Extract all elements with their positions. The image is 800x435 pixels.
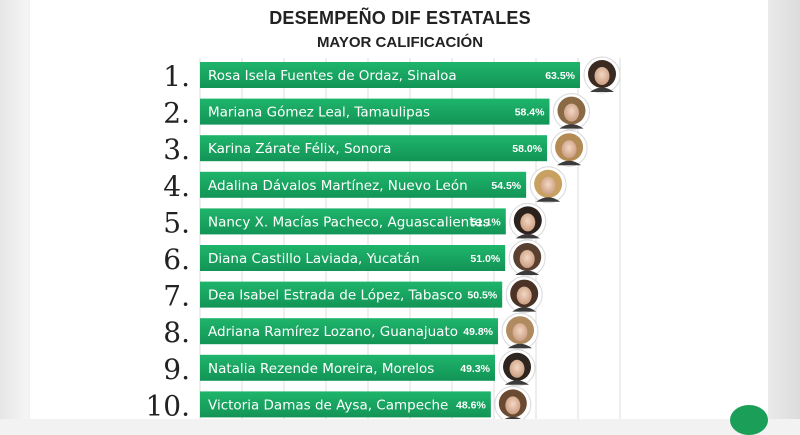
rank-label: 10.	[145, 389, 190, 419]
portrait-photo	[501, 312, 539, 350]
bar-value-label: 54.5%	[491, 180, 521, 192]
bar	[200, 62, 580, 88]
bar-name-label: Diana Castillo Laviada, Yucatán	[208, 251, 420, 267]
rank-label: 3.	[163, 133, 190, 166]
portrait-photo	[505, 276, 543, 314]
bar	[200, 208, 506, 235]
bar	[200, 391, 491, 418]
right-frame	[768, 0, 800, 419]
bar-name-label: Adalina Dávalos Martínez, Nuevo León	[208, 178, 468, 194]
bar-value-label: 58.4%	[515, 107, 545, 119]
portrait-photo	[494, 385, 532, 419]
bar-value-label: 58.0%	[512, 143, 542, 155]
bar	[200, 354, 496, 381]
left-frame	[0, 0, 28, 419]
portrait-photo	[508, 239, 546, 277]
bar-name-label: Natalia Rezende Moreira, Morelos	[208, 361, 434, 377]
portrait-photo	[498, 349, 536, 387]
bar-value-label: 49.8%	[463, 326, 493, 338]
bar	[200, 245, 506, 271]
bar-value-label: 50.5%	[467, 290, 497, 302]
bar	[200, 171, 527, 198]
rank-label: 8.	[163, 316, 190, 349]
bar-name-label: Dea Isabel Estrada de López, Tabasco	[208, 288, 462, 304]
bar-value-label: 51.1%	[471, 216, 501, 228]
portrait-photo	[529, 166, 567, 204]
bar-name-label: Adriana Ramírez Lozano, Guanajuato	[208, 324, 458, 340]
logo-badge	[730, 405, 768, 435]
bar-name-label: Mariana Gómez Leal, Tamaulipas	[208, 105, 430, 121]
bar-name-label: Victoria Damas de Aysa, Campeche	[208, 397, 448, 413]
bar-name-label: Rosa Isela Fuentes de Ordaz, Sinaloa	[208, 68, 457, 84]
chart-title: DESEMPEÑO DIF ESTATALES	[269, 8, 531, 28]
portrait-photo	[550, 129, 588, 167]
rank-label: 6.	[163, 243, 190, 276]
rank-label: 9.	[163, 353, 190, 386]
chart-subtitle: MAYOR CALIFICACIÓN	[316, 34, 484, 51]
bar-value-label: 63.5%	[545, 70, 575, 82]
bar	[200, 318, 499, 345]
bar	[200, 98, 550, 125]
portrait-photo	[552, 93, 590, 131]
bar-value-label: 49.3%	[460, 363, 490, 375]
rank-label: 5.	[163, 206, 190, 239]
rank-label: 4.	[163, 170, 190, 203]
bar-chart: 1. Rosa Isela Fuentes de Ordaz, Sinaloa 63…	[145, 56, 621, 419]
portrait-photo	[583, 56, 621, 94]
bar-value-label: 51.0%	[470, 253, 500, 265]
rank-label: 2.	[163, 97, 190, 130]
bar-name-label: Karina Zárate Félix, Sonora	[208, 141, 391, 157]
rank-label: 7.	[163, 280, 190, 313]
bar-value-label: 48.6%	[456, 399, 486, 411]
rank-label: 1.	[163, 60, 190, 93]
bar-name-label: Nancy X. Macías Pacheco, Aguascalientes	[208, 214, 490, 230]
bar	[200, 281, 503, 308]
portrait-photo	[509, 202, 547, 240]
bar	[200, 135, 548, 162]
